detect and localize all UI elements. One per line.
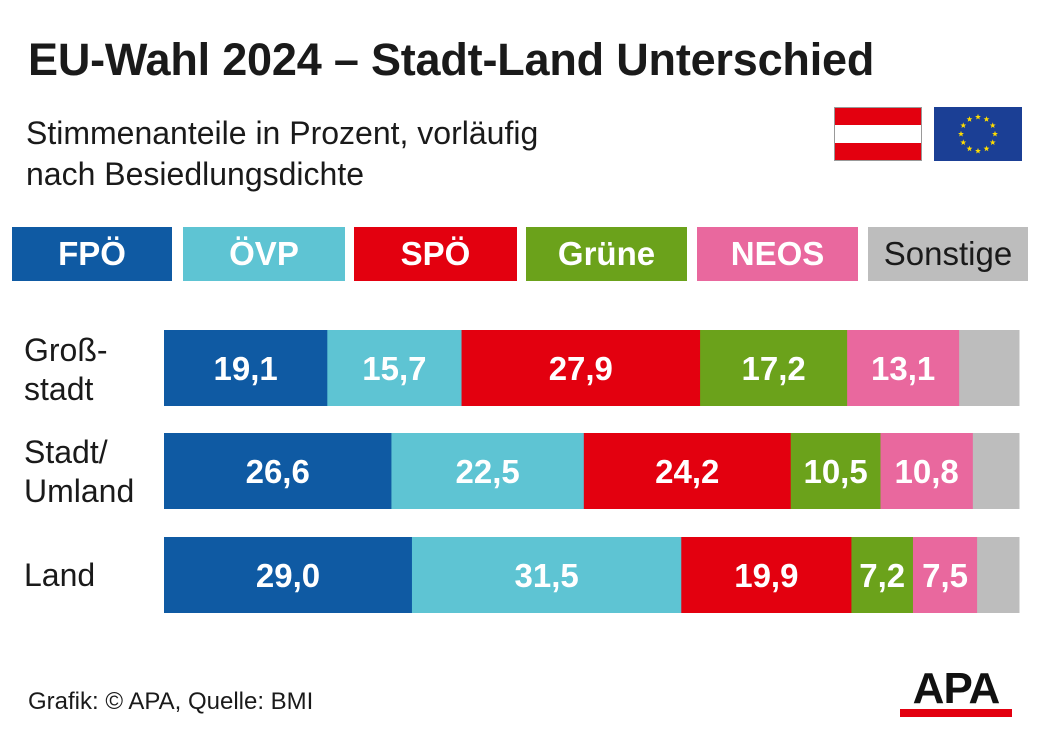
bar-grossstadt-gruene — [700, 330, 848, 406]
bar-land-fpoe — [164, 537, 413, 613]
eu-star-icon — [975, 113, 981, 120]
bar-grossstadt-neos — [847, 330, 960, 406]
bar-land-sonstige — [977, 537, 1020, 613]
legend-item-sonstige: Sonstige — [868, 227, 1028, 281]
bar-value-land-gruene: 7,2 — [859, 557, 905, 594]
bar-stadt-umland-neos — [880, 433, 974, 509]
bar-value-stadt-umland-neos: 10,8 — [895, 453, 959, 490]
bar-value-stadt-umland-fpoe: 26,6 — [246, 453, 310, 490]
eu-star-icon — [966, 145, 973, 152]
bar-value-stadt-umland-oevp: 22,5 — [456, 453, 520, 490]
eu-star-icon — [983, 116, 990, 122]
austria-flag — [834, 107, 922, 161]
chart-subtitle: Stimmenanteile in Prozent, vorläufig nac… — [26, 115, 539, 192]
bar-land-spoe — [681, 537, 852, 613]
bar-grossstadt-spoe — [461, 330, 701, 406]
legend-item-oevp: ÖVP — [183, 227, 345, 281]
bar-value-land-oevp: 31,5 — [514, 557, 578, 594]
legend-item-spoe: SPÖ — [354, 227, 517, 281]
eu-star-icon — [983, 145, 990, 152]
bar-value-stadt-umland-gruene: 10,5 — [803, 453, 867, 490]
bar-land-gruene — [851, 537, 914, 613]
legend-item-gruene: Grüne — [526, 227, 687, 281]
bar-value-land-fpoe: 29,0 — [256, 557, 320, 594]
bar-land-oevp — [411, 537, 682, 613]
bar-stadt-umland-fpoe — [164, 433, 392, 509]
eu-flag — [934, 107, 1022, 161]
eu-star-icon — [960, 122, 967, 129]
eu-star-icon — [958, 130, 964, 137]
bar-grossstadt-oevp — [327, 330, 463, 406]
eu-star-icon — [960, 139, 967, 146]
row-label-land: Land — [24, 557, 96, 593]
source-credit: Grafik: © APA, Quelle: BMI — [28, 688, 314, 715]
chart-title: EU-Wahl 2024 – Stadt-Land Unterschied — [28, 34, 875, 85]
bar-value-land-neos: 7,5 — [922, 557, 968, 594]
bar-value-land-spoe: 19,9 — [734, 557, 798, 594]
bar-value-grossstadt-spoe: 27,9 — [549, 350, 613, 387]
bar-value-grossstadt-neos: 13,1 — [871, 350, 935, 387]
bar-stadt-umland-spoe — [583, 433, 792, 509]
legend-item-neos: NEOS — [697, 227, 858, 281]
eu-star-icon — [989, 122, 996, 129]
eu-star-icon — [975, 147, 981, 154]
bar-stadt-umland-gruene — [790, 433, 881, 509]
bar-grossstadt-sonstige — [959, 330, 1020, 406]
legend: FPÖ ÖVP SPÖ Grüne NEOS Sonstige — [12, 227, 1028, 281]
apa-logo: APA — [900, 669, 1012, 717]
svg-text:APA: APA — [913, 669, 1000, 713]
bar-value-grossstadt-gruene: 17,2 — [742, 350, 806, 387]
row-label-stadt-umland: Stadt/ Umland — [24, 434, 135, 509]
eu-star-icon — [992, 130, 998, 137]
bar-stadt-umland-oevp — [391, 433, 585, 509]
bar-land-neos — [912, 537, 978, 613]
legend-item-fpoe: FPÖ — [12, 227, 172, 281]
bar-grossstadt-fpoe — [164, 330, 328, 406]
bar-value-grossstadt-fpoe: 19,1 — [214, 350, 278, 387]
eu-star-icon — [966, 116, 973, 122]
bar-stadt-umland-sonstige — [972, 433, 1020, 509]
bar-value-grossstadt-oevp: 15,7 — [362, 350, 426, 387]
bar-value-stadt-umland-spoe: 24,2 — [655, 453, 719, 490]
row-label-grossstadt: Groß- stadt — [24, 332, 108, 407]
eu-star-icon — [989, 139, 996, 146]
